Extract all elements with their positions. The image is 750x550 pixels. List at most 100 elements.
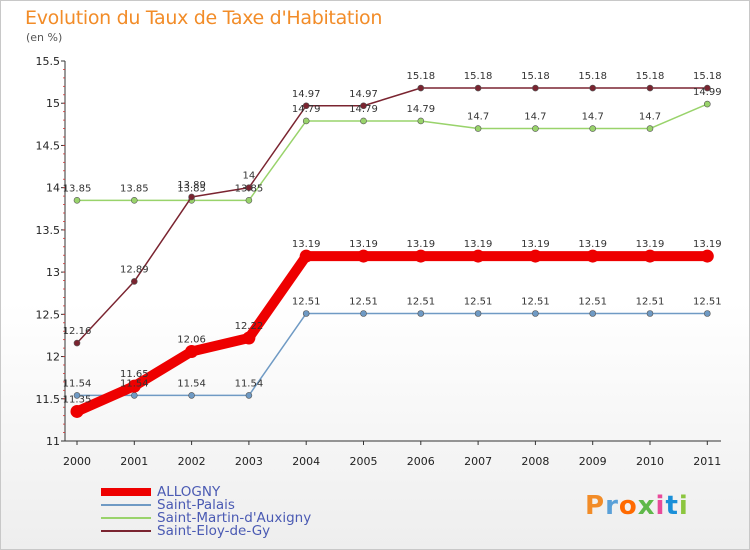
data-point bbox=[528, 249, 542, 263]
data-label: 12.51 bbox=[464, 296, 493, 307]
data-label: 12.89 bbox=[120, 264, 149, 275]
data-label: 13.19 bbox=[292, 239, 321, 250]
data-point bbox=[474, 84, 482, 92]
data-point bbox=[474, 310, 482, 317]
data-point bbox=[188, 392, 195, 399]
data-point bbox=[646, 310, 654, 317]
data-label: 12.51 bbox=[636, 296, 665, 307]
y-tick-label: 11 bbox=[46, 435, 60, 448]
legend-label: Saint-Martin-d'Auxigny bbox=[157, 510, 312, 526]
chart-unit: (en %) bbox=[26, 31, 63, 44]
data-label: 12.51 bbox=[292, 296, 321, 307]
proxiti-logo: Proxiti bbox=[585, 491, 689, 521]
x-tick-label: 2005 bbox=[350, 455, 378, 468]
data-label: 13.19 bbox=[693, 239, 722, 250]
data-point bbox=[245, 184, 253, 191]
data-point bbox=[417, 84, 425, 92]
data-label: 15.18 bbox=[693, 71, 722, 82]
data-point bbox=[703, 100, 711, 108]
legend-swatch bbox=[101, 517, 151, 519]
legend-swatch bbox=[101, 504, 151, 506]
data-label: 14.97 bbox=[292, 89, 321, 100]
data-point bbox=[242, 331, 256, 345]
data-label: 14.7 bbox=[582, 112, 604, 123]
data-label: 14.99 bbox=[693, 87, 722, 98]
data-point bbox=[302, 310, 310, 317]
data-point bbox=[131, 197, 138, 204]
legend-label: ALLOGNY bbox=[157, 484, 221, 500]
data-label: 12.06 bbox=[177, 334, 206, 345]
data-label: 13.19 bbox=[636, 239, 665, 250]
legend-swatch bbox=[101, 530, 151, 532]
x-tick-label: 2008 bbox=[521, 455, 549, 468]
data-point bbox=[589, 125, 597, 132]
x-tick-label: 2011 bbox=[693, 455, 721, 468]
x-tick-label: 2002 bbox=[178, 455, 206, 468]
series-line-2 bbox=[76, 103, 709, 202]
data-point bbox=[302, 117, 310, 125]
data-label: 13.19 bbox=[406, 239, 435, 250]
y-tick-label: 11.5 bbox=[36, 393, 61, 406]
logo-letter: P bbox=[585, 491, 606, 521]
data-point bbox=[532, 310, 539, 317]
legend-item: Saint-Martin-d'Auxigny bbox=[101, 511, 361, 525]
data-point bbox=[471, 249, 485, 263]
data-point bbox=[73, 197, 81, 204]
y-tick-label: 13 bbox=[46, 266, 60, 279]
data-label: 13.19 bbox=[578, 239, 607, 250]
data-point bbox=[245, 392, 253, 399]
data-label: 14.7 bbox=[467, 112, 489, 123]
x-tick-label: 2007 bbox=[464, 455, 492, 468]
data-label: 14.7 bbox=[524, 112, 546, 123]
data-label: 12.16 bbox=[63, 326, 92, 337]
data-label: 11.54 bbox=[63, 378, 92, 389]
data-label: 12.51 bbox=[578, 296, 607, 307]
data-point bbox=[703, 84, 711, 92]
series-line-3 bbox=[76, 87, 709, 344]
data-label: 12.51 bbox=[406, 296, 435, 307]
data-label: 14.79 bbox=[292, 104, 321, 115]
data-label: 11.54 bbox=[235, 378, 264, 389]
data-point bbox=[643, 249, 657, 263]
line-chart: 11 11.5 12 12.5 13 13.5 14 14.5 15 15.5 2000 2001 20… bbox=[36, 55, 722, 468]
x-tick-label: 2010 bbox=[636, 455, 664, 468]
legend-item: Saint-Eloy-de-Gy bbox=[101, 524, 361, 538]
data-label: 12.51 bbox=[693, 296, 722, 307]
data-point bbox=[532, 84, 539, 92]
data-point bbox=[360, 117, 367, 125]
data-label: 15.18 bbox=[406, 71, 435, 82]
legend-label: Saint-Eloy-de-Gy bbox=[157, 523, 271, 539]
logo-letter: r bbox=[605, 491, 619, 521]
data-label: 13.19 bbox=[521, 239, 550, 250]
data-point bbox=[700, 249, 714, 263]
data-label: 14.7 bbox=[639, 112, 661, 123]
data-label: 12.22 bbox=[235, 321, 264, 332]
data-point bbox=[646, 125, 654, 132]
y-tick-label: 14 bbox=[46, 182, 60, 195]
data-point bbox=[417, 117, 425, 125]
data-point bbox=[131, 392, 138, 399]
legend-item: ALLOGNY bbox=[101, 485, 361, 499]
data-point bbox=[414, 249, 428, 263]
data-point bbox=[646, 84, 654, 92]
data-label: 15.18 bbox=[464, 71, 493, 82]
y-tick-label: 12 bbox=[46, 351, 60, 364]
x-tick-label: 2001 bbox=[120, 455, 148, 468]
logo-letter: o bbox=[618, 491, 638, 521]
data-point bbox=[474, 125, 482, 132]
data-point bbox=[589, 84, 597, 92]
data-point bbox=[188, 193, 195, 201]
x-tick-label: 2000 bbox=[63, 455, 91, 468]
data-label: 13.85 bbox=[177, 183, 206, 194]
series-line-0 bbox=[72, 251, 713, 417]
data-point bbox=[357, 249, 370, 263]
data-point bbox=[360, 102, 367, 110]
data-label: 12.51 bbox=[521, 296, 550, 307]
data-label: 15.18 bbox=[636, 71, 665, 82]
data-label: 14.97 bbox=[349, 89, 378, 100]
x-tick-label: 2003 bbox=[235, 455, 263, 468]
data-label: 11.54 bbox=[177, 378, 206, 389]
data-point bbox=[245, 197, 253, 204]
data-label: 12.51 bbox=[349, 296, 378, 307]
